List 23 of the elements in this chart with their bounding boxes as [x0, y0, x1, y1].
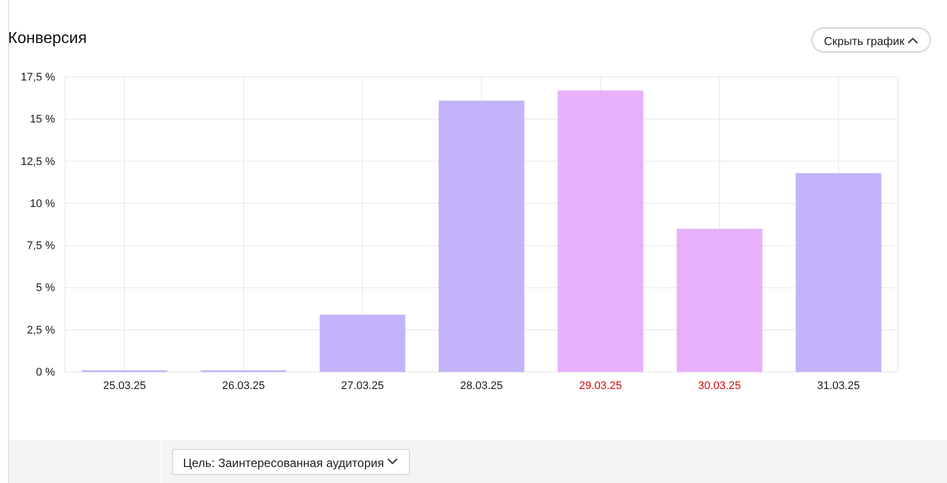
x-tick-label: 28.03.25	[460, 380, 503, 392]
x-tick-label: 30.03.25	[698, 380, 741, 392]
y-tick-label: 0 %	[36, 366, 56, 379]
bar	[320, 314, 406, 372]
x-tick-label: 25.03.25	[103, 380, 146, 392]
x-tick-label: 27.03.25	[341, 380, 384, 392]
chart-title: Конверсия	[8, 30, 87, 47]
y-tick-label: 15 %	[30, 114, 56, 126]
y-tick-label: 2,5 %	[26, 324, 56, 336]
bar	[676, 228, 762, 372]
x-tick-label: 29.03.25	[579, 380, 622, 392]
hide-chart-button: Скрыть график	[812, 28, 931, 52]
y-tick-label: 5 %	[36, 282, 56, 294]
bar	[796, 173, 882, 372]
y-tick-label: 10 %	[30, 198, 56, 210]
x-tick-label: 26.03.25	[222, 380, 265, 392]
bar	[438, 100, 524, 372]
x-tick-label: 31.03.25	[817, 380, 860, 392]
y-tick-label: 17,5 %	[20, 72, 56, 84]
goal-dropdown: Цель: Заинтересованная аудитория	[172, 449, 410, 475]
y-tick-label: 7,5 %	[26, 240, 56, 252]
bar	[558, 90, 644, 372]
y-tick-label: 12,5 %	[20, 156, 56, 168]
